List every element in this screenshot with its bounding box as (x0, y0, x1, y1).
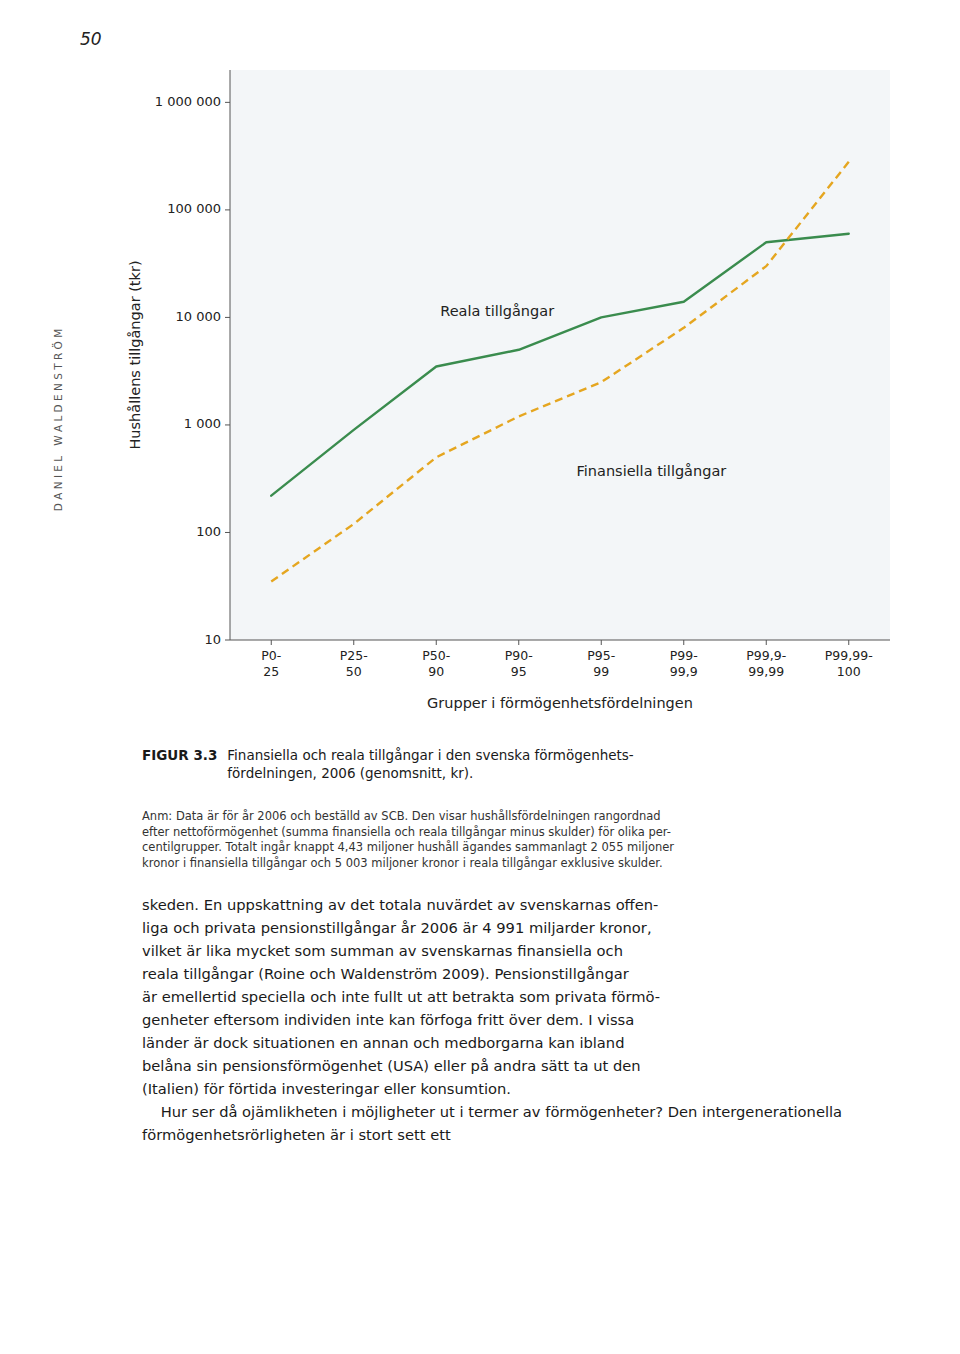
x-tick-label-line: 90 (428, 664, 444, 679)
y-tick-label: 100 (196, 524, 221, 539)
annotation-line: efter nettoförmögenhet (summa finansiell… (142, 825, 671, 839)
annotation-line: Hur ser då ojämlikheten i möjligheter ut… (142, 1103, 842, 1120)
annotation-line: länder är dock situationen en annan och … (142, 1034, 625, 1051)
x-tick-label-line: 100 (837, 664, 861, 679)
figure-note: Anm: Data är för år 2006 och beställd av… (142, 809, 674, 870)
x-tick-label-line: 99,99 (748, 664, 784, 679)
figure-caption: Finansiella och reala tillgångar i den s… (227, 747, 634, 781)
x-tick-label: P50-90 (422, 648, 450, 679)
x-tick-label-line: 99,9 (670, 664, 698, 679)
x-tick (353, 640, 354, 645)
x-tick-label-line: P95- (587, 648, 615, 663)
x-tick (271, 640, 272, 645)
x-tick-label-line: P0- (261, 648, 281, 663)
x-tick (436, 640, 437, 645)
x-tick-label-line: 95 (511, 664, 527, 679)
x-tick-label-line: 99 (593, 664, 609, 679)
x-tick (601, 640, 602, 645)
annotation-line: liga och privata pensionstillgångar år 2… (142, 919, 652, 936)
x-tick-label-line: P25- (340, 648, 368, 663)
x-tick-label-line: 25 (263, 664, 279, 679)
x-tick (518, 640, 519, 645)
plot-lines (271, 162, 849, 582)
annotation-line: Anm: Data är för år 2006 och beställd av… (142, 809, 661, 823)
x-tick-label-line: P99,9- (746, 648, 786, 663)
x-axis-line (230, 640, 890, 641)
y-axis-label: Hushållens tillgångar (tkr) (127, 260, 143, 449)
y-axis-line (230, 70, 231, 640)
page: 10 100 1 000 10 000 100 000 1 000 000 P0-25 P25… (0, 0, 960, 1354)
annotation-line: reala tillgångar (Roine och Waldenström … (142, 965, 630, 982)
annotation-line: förmögenhetsrörligheten är i stort sett … (142, 1126, 451, 1143)
y-tick (225, 209, 230, 210)
annotation-line: genheter eftersom individen inte kan för… (142, 1011, 634, 1028)
plot-background (230, 70, 890, 640)
x-axis-label: Grupper i förmögenhetsfördelningen (427, 695, 693, 711)
x-tick-label: P99,9-99,99 (746, 648, 786, 679)
y-tick-label: 1 000 000 (155, 94, 221, 109)
y-tick-label: 10 000 (176, 309, 222, 324)
series-label: Finansiella tillgångar (577, 463, 727, 479)
x-tick-label: P99-99,9 (670, 648, 698, 679)
series-line (271, 234, 849, 496)
annotation-line: Finansiella och reala tillgångar i den s… (227, 747, 634, 763)
annotation-line: centilgrupper. Totalt ingår knappt 4,43 … (142, 840, 674, 854)
x-tick-label-line: P99- (670, 648, 698, 663)
y-tick (225, 317, 230, 318)
x-tick-label: P99,99-100 (825, 648, 873, 679)
x-tick-label-line: 50 (346, 664, 362, 679)
annotation-line: (Italien) för förtida investeringar elle… (142, 1080, 511, 1097)
x-tick-label: P0-25 (261, 648, 281, 679)
y-tick-label: 100 000 (167, 201, 221, 216)
annotation-line: fördelningen, 2006 (genomsnitt, kr). (227, 765, 473, 781)
x-tick (848, 640, 849, 645)
side-text: D A N I E L W A L D E N S T R Ö M (52, 329, 64, 511)
y-tick (225, 640, 230, 641)
y-tick (225, 532, 230, 533)
annotation-line: FIGUR 3.3 (142, 747, 217, 763)
x-tick-label: P95-99 (587, 648, 615, 679)
x-tick-label-line: P90- (505, 648, 533, 663)
annotation-line: skeden. En uppskattning av det totala nu… (142, 896, 658, 913)
y-tick-label: 10 (204, 632, 221, 647)
series-line (271, 162, 849, 582)
x-tick-label-line: P99,99- (825, 648, 873, 663)
y-tick (225, 424, 230, 425)
y-tick-label: 1 000 (184, 416, 221, 431)
y-tick (225, 102, 230, 103)
x-tick (683, 640, 684, 645)
x-tick (766, 640, 767, 645)
annotation-line: belåna sin pensionsförmögenhet (USA) ell… (142, 1057, 641, 1074)
annotation-line: är emellertid speciella och inte fullt u… (142, 988, 660, 1005)
series-label: Reala tillgångar (440, 303, 554, 319)
annotation-line: 50 (80, 29, 102, 49)
body-text: skeden. En uppskattning av det totala nu… (142, 896, 842, 1143)
x-tick-label: P25-50 (340, 648, 368, 679)
x-tick-label: P90-95 (505, 648, 533, 679)
figure-label: FIGUR 3.3 (142, 747, 217, 763)
annotation-line: kronor i finansiella tillgångar och 5 00… (142, 856, 663, 870)
annotation-line: vilket är lika mycket som summan av sven… (142, 942, 623, 959)
x-tick-label-line: P50- (422, 648, 450, 663)
page-number: 50 (80, 29, 102, 49)
